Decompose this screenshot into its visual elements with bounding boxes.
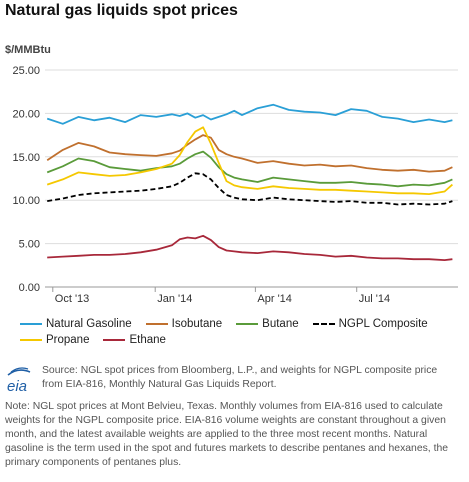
- legend-item: Isobutane: [145, 318, 223, 330]
- y-tick-label: 10.00: [12, 195, 40, 207]
- line-chart: 0.00 5.00 10.00 15.00 20.00 25.00 Oct '13 Jan '…: [12, 65, 458, 305]
- legend-swatch: [145, 323, 168, 325]
- y-tick-label: 5.00: [19, 239, 40, 251]
- series-line-isobutane: [46, 134, 453, 173]
- eia-logo-icon: eia: [7, 367, 31, 394]
- legend-item: Propane: [20, 334, 89, 346]
- x-tick-label: Jul '14: [359, 293, 390, 305]
- legend-label: Butane: [262, 318, 299, 330]
- legend-label: Ethane: [129, 334, 166, 346]
- legend-item: Ethane: [103, 334, 166, 346]
- y-tick-label: 20.00: [12, 108, 40, 120]
- legend-label: Natural Gasoline: [46, 318, 132, 330]
- legend-item: Butane: [236, 318, 299, 330]
- legend-item: Natural Gasoline: [20, 318, 132, 330]
- y-tick-label: 25.00: [12, 65, 40, 77]
- legend-label: Isobutane: [171, 318, 223, 330]
- y-tick-label: 15.00: [12, 152, 40, 164]
- y-tick-label: 0.00: [19, 282, 40, 294]
- legend-swatch: [236, 323, 259, 325]
- y-axis-unit-label: $/MMBtu: [5, 44, 51, 56]
- legend-row: Natural Gasoline Isobutane Butane NGPL Comp…: [20, 316, 460, 332]
- logo-text: eia: [7, 378, 27, 394]
- series-lines: [46, 103, 453, 262]
- source-note: Source: NGL spot prices from Bloomberg, …: [42, 365, 438, 390]
- footnote: Note: NGL spot prices at Mont Belvieu, T…: [5, 401, 449, 468]
- series-line-ethane: [47, 234, 453, 262]
- x-tick-label: Oct '13: [55, 293, 90, 305]
- legend-label: Propane: [46, 334, 90, 346]
- chart-title: Natural gas liquids spot prices: [5, 2, 238, 19]
- series-line-propane: [46, 126, 453, 196]
- axes: 0.00 5.00 10.00 15.00 20.00 25.00 Oct '13 Jan '…: [12, 65, 458, 305]
- legend-swatch: [312, 323, 335, 325]
- legend-row: Propane Ethane: [20, 332, 460, 348]
- series-line-ngpl-composite: [47, 172, 453, 206]
- x-tick-label: Jan '14: [157, 293, 192, 305]
- x-tick-label: Apr '14: [257, 293, 292, 305]
- legend-swatch: [103, 339, 126, 341]
- series-line-butane: [46, 150, 453, 188]
- chart-legend: Natural Gasoline Isobutane Butane NGPL Comp…: [20, 316, 460, 348]
- series-line-natural-gasoline: [46, 103, 453, 125]
- legend-item: NGPL Composite: [312, 318, 428, 330]
- legend-swatch: [20, 323, 42, 325]
- legend-swatch: [20, 339, 42, 341]
- legend-label: NGPL Composite: [338, 318, 428, 330]
